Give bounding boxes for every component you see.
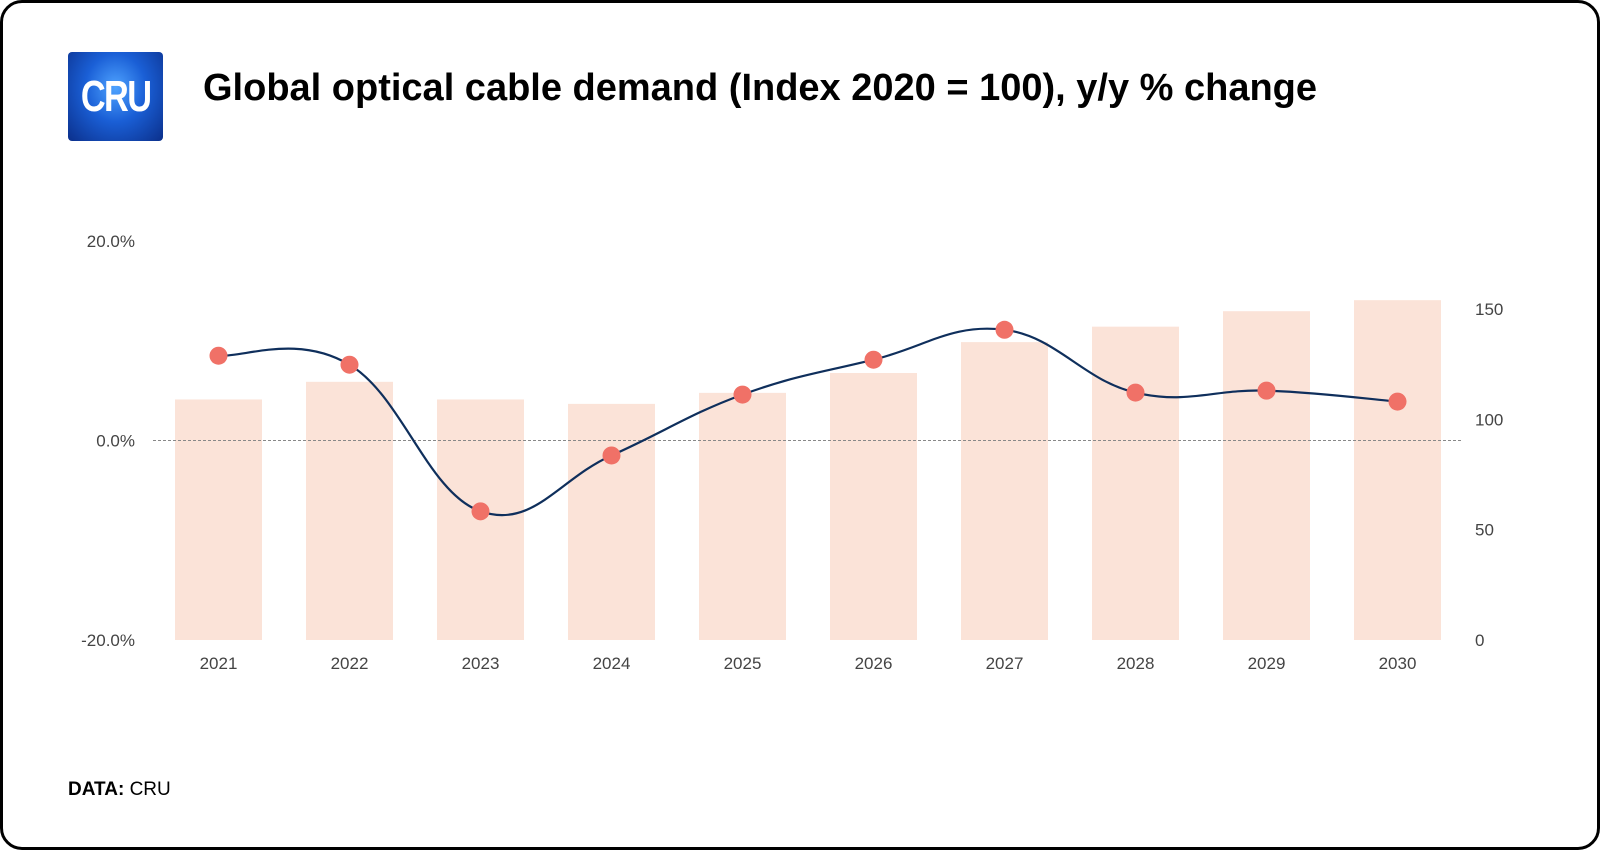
right-tick-label: 100 bbox=[1475, 410, 1503, 429]
markers-group bbox=[209, 320, 1407, 521]
marker-2030 bbox=[1388, 392, 1407, 411]
marker-2024 bbox=[602, 446, 621, 465]
left-axis-ticks: 20.0% 0.0% -20.0% bbox=[81, 232, 135, 650]
x-tick-label: 2022 bbox=[331, 654, 369, 673]
marker-2027 bbox=[995, 320, 1014, 339]
left-tick-label: -20.0% bbox=[81, 631, 135, 650]
x-tick-label: 2025 bbox=[724, 654, 762, 673]
bar-2021 bbox=[175, 399, 262, 640]
source-label: DATA: bbox=[68, 779, 125, 800]
x-tick-label: 2027 bbox=[986, 654, 1024, 673]
source-value: CRU bbox=[129, 779, 171, 800]
bar-2028 bbox=[1092, 326, 1179, 640]
bar-2025 bbox=[699, 392, 786, 640]
marker-2021 bbox=[209, 346, 228, 365]
data-source: DATA: CRU bbox=[68, 779, 171, 801]
right-axis-ticks: 150 100 50 0 bbox=[1475, 300, 1503, 650]
bars-group bbox=[175, 300, 1441, 640]
x-tick-label: 2029 bbox=[1248, 654, 1286, 673]
chart-title: Global optical cable demand (Index 2020 … bbox=[203, 67, 1318, 109]
marker-2025 bbox=[733, 385, 752, 404]
logo-text: CRU bbox=[80, 71, 152, 121]
bar-2029 bbox=[1223, 311, 1310, 640]
bar-2024 bbox=[568, 403, 655, 640]
x-tick-label: 2030 bbox=[1379, 654, 1417, 673]
x-tick-label: 2024 bbox=[593, 654, 631, 673]
x-tick-label: 2021 bbox=[200, 654, 238, 673]
x-tick-label: 2026 bbox=[855, 654, 893, 673]
bar-2022 bbox=[306, 381, 393, 640]
x-axis-ticks: 2021 2022 2023 2024 2025 2026 2027 2028 2029 2030 bbox=[200, 654, 1417, 673]
marker-2022 bbox=[340, 355, 359, 374]
right-tick-label: 0 bbox=[1475, 631, 1484, 650]
cru-logo: CRU bbox=[68, 52, 163, 141]
marker-2023 bbox=[471, 502, 490, 521]
right-tick-label: 150 bbox=[1475, 300, 1503, 319]
left-tick-label: 20.0% bbox=[87, 232, 135, 251]
right-tick-label: 50 bbox=[1475, 521, 1494, 540]
left-tick-label: 0.0% bbox=[96, 432, 135, 451]
bar-2030 bbox=[1354, 300, 1441, 640]
marker-2026 bbox=[864, 350, 883, 369]
bar-2027 bbox=[961, 342, 1048, 640]
marker-2028 bbox=[1126, 383, 1145, 402]
x-tick-label: 2028 bbox=[1117, 654, 1155, 673]
x-tick-label: 2023 bbox=[462, 654, 500, 673]
series-line bbox=[218, 327, 1398, 517]
bar-2026 bbox=[830, 372, 917, 640]
marker-2029 bbox=[1257, 381, 1276, 400]
